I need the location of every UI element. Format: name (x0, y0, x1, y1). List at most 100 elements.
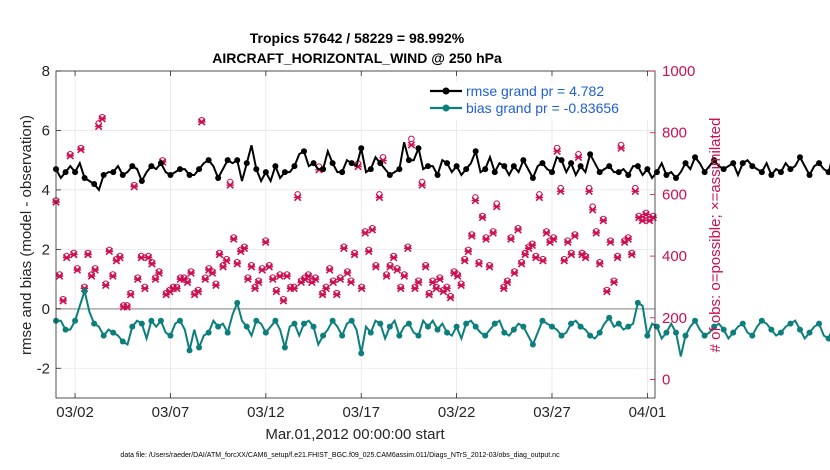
rmse-line (55, 142, 830, 192)
rmse-point (777, 169, 784, 176)
rmse-point (453, 163, 460, 170)
obs-assimilated-point (500, 284, 508, 293)
obs-possible-point (262, 237, 269, 244)
obs-possible-point (411, 283, 419, 291)
rmse-point (606, 163, 613, 170)
bias-point (692, 317, 699, 324)
rmse-point (692, 154, 699, 161)
bias-point (415, 332, 422, 339)
obs-possible-point (504, 277, 511, 285)
rmse-point (749, 163, 756, 170)
obs-assimilated-point (290, 284, 298, 293)
obs-assimilated-point (183, 278, 192, 287)
rmse-point (253, 166, 260, 173)
rmse-point (634, 163, 641, 170)
bias-point (606, 314, 613, 321)
chart-title-line1: Tropics 57642 / 58229 = 98.992% (250, 30, 465, 46)
obs-possible-point (59, 295, 67, 303)
obs-possible-point (539, 255, 547, 263)
obs-possible-point (397, 283, 405, 291)
y-tick-label-left: 6 (42, 122, 50, 139)
obs-possible-point (322, 283, 330, 291)
rmse-point (405, 157, 412, 164)
rmse-point (587, 151, 594, 158)
obs-possible-point (365, 246, 373, 254)
obs-assimilated-point (436, 275, 444, 283)
obs-possible-point (70, 249, 78, 257)
bias-point (796, 326, 803, 333)
obs-assimilated-point (532, 253, 540, 262)
obs-assimilated-point (84, 250, 92, 259)
obs-possible-point (116, 252, 124, 260)
obs-assimilated-point (368, 226, 377, 234)
rmse-point (720, 166, 727, 173)
obs-assimilated-point (318, 290, 327, 299)
obs-possible-point (518, 258, 525, 266)
obs-assimilated-point (624, 235, 633, 243)
obs-assimilated-point (361, 229, 370, 237)
obs-possible-point (607, 237, 614, 244)
bias-point (825, 335, 830, 342)
obs-assimilated-point (276, 272, 284, 280)
rmse-point (100, 172, 107, 179)
obs-assimilated-point (105, 247, 114, 256)
plot-area (56, 71, 655, 398)
obs-assimilated-point (453, 272, 462, 280)
rmse-point (625, 172, 632, 179)
rmse-point (501, 163, 508, 170)
obs-assimilated-point (606, 238, 615, 246)
bias-point (329, 317, 336, 324)
rmse-point (167, 172, 174, 179)
rmse-point (825, 169, 830, 176)
rmse-point (510, 163, 517, 170)
obs-possible-point (521, 249, 529, 257)
bias-point (491, 320, 498, 327)
y-tick-label-right: 800 (662, 125, 687, 142)
obs-assimilated-point (325, 266, 334, 274)
obs-assimilated-point (603, 287, 611, 296)
obs-assimilated-point (293, 193, 302, 202)
bias-point (424, 323, 431, 330)
bias-point (625, 323, 632, 330)
obs-possible-point (468, 231, 476, 238)
bias-point (148, 317, 155, 324)
rmse-point (739, 160, 746, 167)
rmse-point (377, 160, 384, 167)
rmse-point (291, 163, 298, 170)
bias-point (529, 341, 536, 348)
obs-assimilated-point (98, 115, 107, 123)
obs-possible-point (383, 271, 390, 278)
obs-assimilated-point (581, 253, 590, 262)
obs-possible-point (482, 234, 490, 241)
rmse-point (386, 172, 393, 179)
obs-possible-point (109, 271, 117, 278)
obs-possible-point (443, 283, 451, 291)
obs-possible-point (543, 228, 550, 235)
bias-point (777, 329, 784, 336)
x-tick-label: 03/02 (56, 404, 94, 421)
chart-title-line2: AIRCRAFT_HORIZONTAL_WIND @ 250 hPa (212, 50, 502, 66)
bias-point (320, 332, 327, 339)
obs-possible-point (77, 144, 85, 152)
obs-assimilated-point (101, 281, 110, 290)
bias-point (653, 323, 660, 330)
obs-possible-point (404, 243, 412, 251)
bias-point (377, 320, 384, 327)
bias-point (272, 317, 279, 324)
obs-assimilated-point (528, 241, 537, 250)
obs-possible-point (276, 271, 284, 278)
obs-possible-point (340, 243, 348, 251)
obs-possible-point (273, 286, 280, 294)
obs-assimilated-point (133, 275, 142, 283)
bias-point (739, 320, 746, 327)
bias-point (806, 329, 813, 336)
obs-possible-point (98, 113, 106, 121)
bias-point (358, 350, 365, 357)
obs-assimilated-point (482, 235, 490, 243)
obs-possible-point (592, 228, 600, 235)
obs-possible-point (564, 237, 572, 244)
obs-possible-point (429, 277, 437, 285)
obs-assimilated-point (59, 297, 67, 305)
rmse-point (577, 163, 584, 170)
obs-assimilated-point (261, 238, 270, 246)
